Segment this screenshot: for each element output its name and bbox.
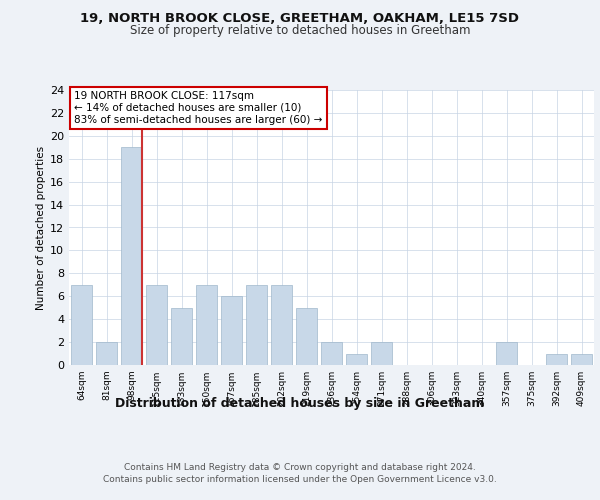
Bar xyxy=(146,285,167,365)
Bar xyxy=(246,285,267,365)
Bar xyxy=(271,285,292,365)
Y-axis label: Number of detached properties: Number of detached properties xyxy=(36,146,46,310)
Bar xyxy=(571,354,592,365)
Text: 19, NORTH BROOK CLOSE, GREETHAM, OAKHAM, LE15 7SD: 19, NORTH BROOK CLOSE, GREETHAM, OAKHAM,… xyxy=(80,12,520,26)
Text: Distribution of detached houses by size in Greetham: Distribution of detached houses by size … xyxy=(115,398,485,410)
Text: 19 NORTH BROOK CLOSE: 117sqm
← 14% of detached houses are smaller (10)
83% of se: 19 NORTH BROOK CLOSE: 117sqm ← 14% of de… xyxy=(74,92,323,124)
Bar xyxy=(546,354,567,365)
Bar xyxy=(371,342,392,365)
Bar xyxy=(171,308,192,365)
Bar xyxy=(221,296,242,365)
Bar xyxy=(196,285,217,365)
Bar xyxy=(496,342,517,365)
Bar xyxy=(296,308,317,365)
Bar xyxy=(71,285,92,365)
Bar xyxy=(321,342,342,365)
Bar xyxy=(121,148,142,365)
Bar xyxy=(346,354,367,365)
Bar xyxy=(96,342,117,365)
Text: Size of property relative to detached houses in Greetham: Size of property relative to detached ho… xyxy=(130,24,470,37)
Text: Contains HM Land Registry data © Crown copyright and database right 2024.
Contai: Contains HM Land Registry data © Crown c… xyxy=(103,462,497,484)
